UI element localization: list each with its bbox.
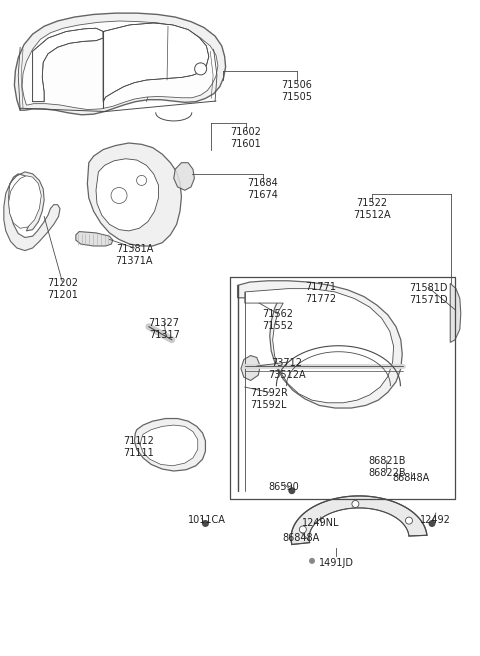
- Circle shape: [288, 487, 295, 494]
- Polygon shape: [9, 176, 41, 228]
- Circle shape: [300, 526, 306, 533]
- Polygon shape: [103, 23, 209, 102]
- Text: 71522
71512A: 71522 71512A: [353, 197, 390, 220]
- Polygon shape: [241, 356, 260, 380]
- Polygon shape: [238, 281, 402, 408]
- Text: 73712
73512A: 73712 73512A: [268, 358, 306, 380]
- Circle shape: [137, 175, 146, 186]
- Text: 12492: 12492: [420, 514, 451, 525]
- Text: 86848A: 86848A: [283, 533, 320, 543]
- Circle shape: [429, 520, 435, 527]
- Text: 1491JD: 1491JD: [319, 558, 353, 568]
- Polygon shape: [96, 159, 158, 231]
- Circle shape: [406, 517, 412, 524]
- Text: 71327
71317: 71327 71317: [149, 318, 180, 340]
- Text: 1011CA: 1011CA: [188, 514, 225, 525]
- Circle shape: [202, 520, 209, 527]
- Text: 71562
71552: 71562 71552: [262, 309, 293, 331]
- Text: 71771
71772: 71771 71772: [305, 281, 336, 304]
- Circle shape: [352, 501, 359, 508]
- Polygon shape: [22, 21, 218, 110]
- Polygon shape: [76, 232, 113, 246]
- Polygon shape: [140, 425, 198, 466]
- Text: 86821B
86822B: 86821B 86822B: [368, 456, 406, 478]
- Text: 86590: 86590: [269, 482, 300, 492]
- Text: 71506
71505: 71506 71505: [281, 79, 312, 102]
- Polygon shape: [14, 13, 226, 115]
- Polygon shape: [134, 419, 205, 471]
- Text: 71581D
71571D: 71581D 71571D: [409, 283, 447, 305]
- Text: 71381A
71371A: 71381A 71371A: [116, 243, 153, 266]
- Text: 1249NL: 1249NL: [302, 518, 339, 529]
- Polygon shape: [33, 28, 103, 102]
- Text: 71684
71674: 71684 71674: [248, 178, 278, 200]
- Polygon shape: [245, 289, 394, 403]
- Circle shape: [309, 558, 315, 564]
- Text: 71602
71601: 71602 71601: [230, 127, 261, 149]
- Text: 86848A: 86848A: [392, 472, 430, 483]
- Polygon shape: [87, 143, 181, 246]
- Circle shape: [111, 188, 127, 203]
- Circle shape: [195, 63, 206, 75]
- Polygon shape: [4, 172, 60, 251]
- Polygon shape: [450, 283, 461, 342]
- Text: 71112
71111: 71112 71111: [123, 436, 154, 459]
- Polygon shape: [174, 163, 194, 190]
- Polygon shape: [291, 496, 427, 544]
- Text: 71592R
71592L: 71592R 71592L: [250, 388, 288, 410]
- Text: 71202
71201: 71202 71201: [47, 277, 78, 300]
